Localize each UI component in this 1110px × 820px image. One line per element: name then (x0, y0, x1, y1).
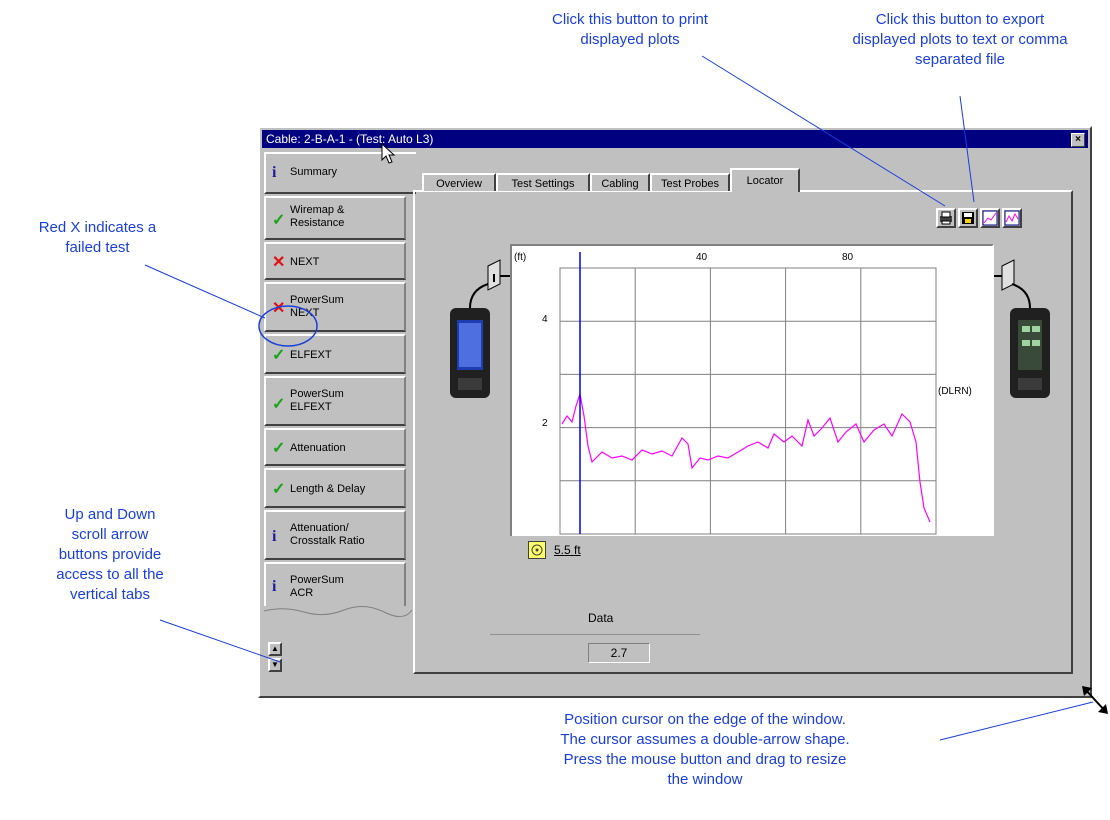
vtab-acr[interactable]: i Attenuation/Crosstalk Ratio (264, 510, 406, 560)
locator-trace (561, 393, 931, 523)
plot-view-button-1[interactable] (980, 208, 1000, 228)
scroll-up-button[interactable]: ▲ (268, 642, 282, 656)
callout-resize: Position cursor on the edge of the windo… (560, 711, 850, 788)
check-icon: ✓ (272, 396, 286, 413)
disk-icon (962, 212, 974, 224)
vtab-powersum-elfext[interactable]: ✓ PowerSum ELFEXT (264, 376, 406, 426)
red-x-icon: ✕ (272, 254, 286, 271)
tab-torn-edge (264, 606, 412, 617)
tab-overview[interactable]: Overview (422, 173, 496, 191)
tab-locator[interactable]: Locator (730, 168, 800, 192)
locator-plot: (ft) 40 80 4 2 (DLRN) (510, 244, 994, 566)
vtab-next[interactable]: ✕ NEXT (264, 242, 406, 280)
check-icon: ✓ (272, 481, 286, 498)
cursor-target-button[interactable] (528, 541, 546, 559)
vtab-label-2: Crosstalk Ratio (290, 535, 365, 547)
check-icon: ✓ (272, 347, 286, 364)
check-icon: ✓ (272, 440, 286, 457)
printer-icon (940, 211, 952, 225)
tab-test-probes[interactable]: Test Probes (650, 173, 730, 191)
callout-red-x: Red X indicates a failed test (38, 219, 157, 256)
plot-frame (559, 267, 937, 535)
red-x-icon: ✕ (272, 300, 286, 317)
plot-view-button-2[interactable] (1002, 208, 1022, 228)
callout-print: Click this button to print displayed plot… (552, 11, 708, 48)
print-button[interactable] (936, 208, 956, 228)
plot-grid (559, 267, 937, 535)
vtab-label: PowerSum (290, 388, 344, 400)
vtab-powersum-acr[interactable]: i PowerSum ACR (264, 562, 406, 606)
vtab-label: Attenuation/ (290, 522, 349, 534)
vtab-label: ELFEXT (290, 349, 332, 361)
resize-double-arrow-icon (1082, 686, 1108, 714)
plot-icon (982, 210, 998, 226)
vtab-elfext[interactable]: ✓ ELFEXT (264, 334, 406, 374)
data-value-box: 2.7 (588, 643, 650, 663)
smart-remote-icon (984, 259, 1050, 398)
vtab-label: Length & Delay (290, 483, 366, 495)
vtab-label-2: ACR (290, 587, 314, 599)
mouse-pointer-icon (381, 142, 396, 164)
x-unit-label: (ft) (514, 252, 526, 263)
info-icon: i (272, 164, 277, 181)
vtab-label: Attenuation (290, 442, 346, 454)
cursor-readout: 5.5 ft (554, 543, 581, 557)
y-unit-label: (DLRN) (938, 386, 972, 397)
vtab-length-delay[interactable]: ✓ Length & Delay (264, 468, 406, 508)
crosshair-icon (531, 544, 543, 556)
scroll-down-button[interactable]: ▼ (268, 658, 282, 672)
info-icon: i (272, 528, 277, 545)
data-label: Data (588, 611, 614, 625)
locator-plot-svg: (ft) 40 80 4 2 (DLRN) (514, 252, 972, 535)
vtab-attenuation[interactable]: ✓ Attenuation (264, 428, 406, 466)
y-tick-label: 2 (542, 418, 548, 429)
callout-scroll: Up and Down scroll arrow buttons provide a… (56, 506, 164, 603)
vtab-label-2: NEXT (290, 307, 320, 319)
main-tester-icon (450, 259, 512, 398)
vtab-powersum-next[interactable]: ✕ PowerSum NEXT (264, 282, 406, 332)
vtab-label: PowerSum (290, 294, 344, 306)
vtab-label-2: Resistance (290, 217, 345, 229)
x-tick-label: 40 (696, 252, 708, 263)
x-tick-label: 80 (842, 252, 854, 263)
tab-cabling[interactable]: Cabling (590, 173, 650, 191)
info-icon: i (272, 578, 277, 595)
y-tick-label: 4 (542, 314, 548, 325)
callout-export: Click this button to export displayed plo… (852, 11, 1068, 68)
export-button[interactable] (958, 208, 978, 228)
vtab-label: NEXT (290, 256, 320, 268)
vtab-label: PowerSum (290, 574, 344, 586)
plot-zoom-icon (1004, 210, 1020, 226)
tab-test-settings[interactable]: Test Settings (496, 173, 590, 191)
close-button[interactable]: × (1071, 133, 1085, 147)
check-icon: ✓ (272, 212, 286, 229)
plot-status-bar: 5.5 ft (510, 536, 994, 566)
cable-test-window[interactable]: Cable: 2-B-A-1 - (Test: Auto L3) × i Sum… (258, 126, 1092, 698)
vtab-label: Wiremap & (290, 204, 345, 216)
vtab-wiremap[interactable]: ✓ Wiremap & Resistance (264, 196, 406, 240)
window-title: Cable: 2-B-A-1 - (Test: Auto L3) (266, 132, 434, 146)
vtab-label-2: ELFEXT (290, 401, 332, 413)
vtab-label: Summary (290, 166, 338, 178)
data-divider (490, 634, 700, 635)
